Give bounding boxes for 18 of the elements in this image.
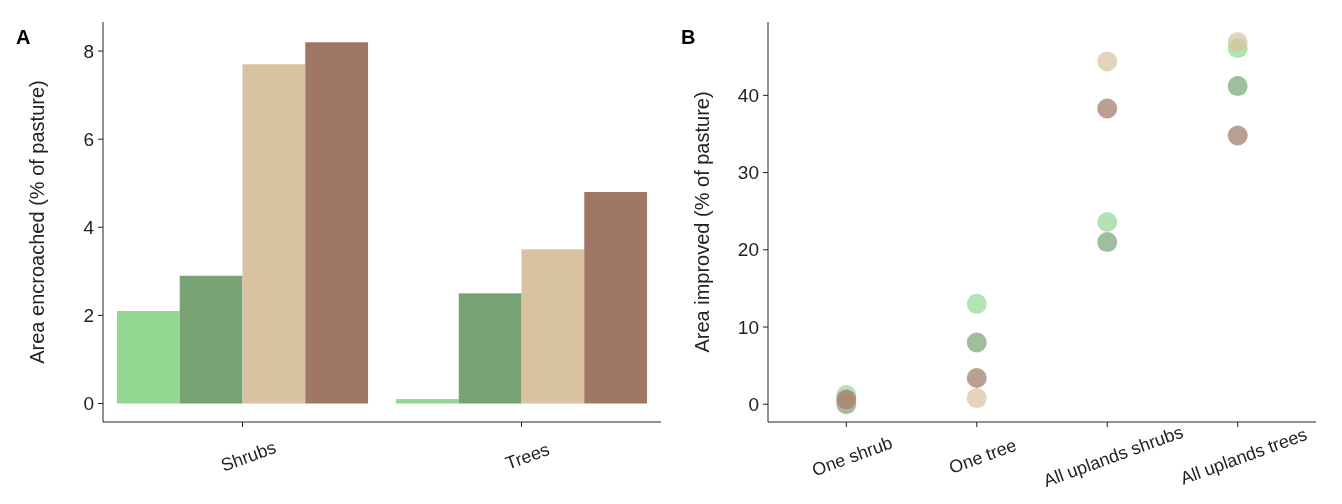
y-tick-label: 10 bbox=[737, 316, 759, 338]
x-tick-label: Shrubs bbox=[218, 437, 279, 476]
chart-title: A bbox=[16, 26, 31, 48]
x-tick-label: Trees bbox=[502, 439, 553, 474]
chart-title: B bbox=[681, 26, 696, 48]
y-tick-label: 20 bbox=[737, 239, 759, 261]
y-tick-label: 4 bbox=[83, 216, 95, 238]
y-tick-label: 0 bbox=[748, 393, 759, 415]
y-tick-label: 8 bbox=[83, 40, 94, 62]
x-tick-label: One shrub bbox=[809, 432, 896, 481]
y-tick-label: 40 bbox=[737, 85, 759, 107]
y-axis-title: Area improved (% of pasture) bbox=[691, 91, 713, 353]
y-tick-label: 30 bbox=[737, 162, 759, 184]
y-tick-label: 2 bbox=[83, 305, 94, 327]
y-axis-title: Area encroached (% of pasture) bbox=[26, 80, 48, 364]
x-tick-label: One tree bbox=[946, 434, 1020, 478]
y-tick-label: 0 bbox=[83, 393, 94, 415]
y-tick-label: 6 bbox=[83, 128, 94, 150]
